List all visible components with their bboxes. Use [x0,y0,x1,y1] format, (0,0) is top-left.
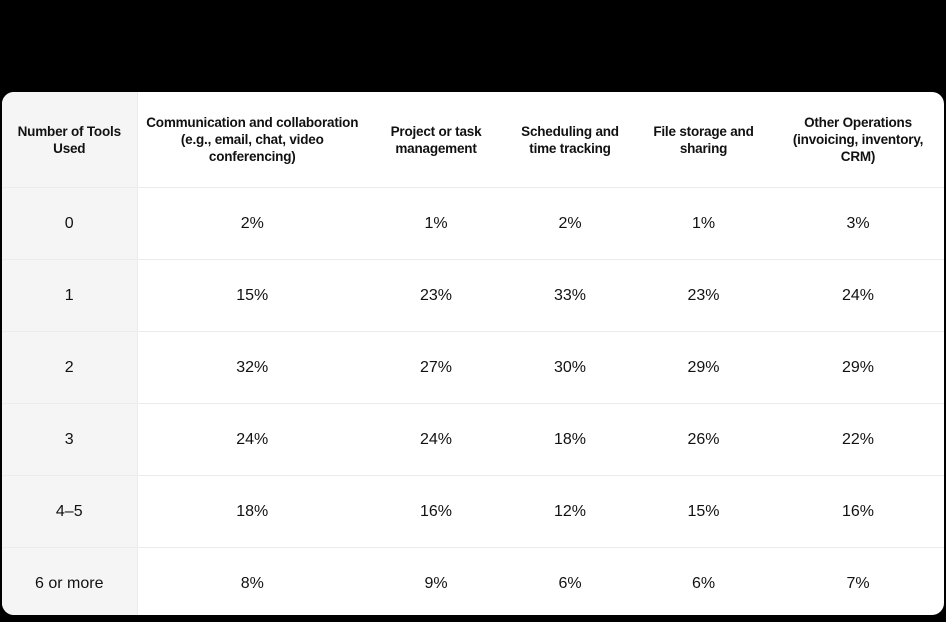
table-cell: 27% [367,331,505,404]
row-label: 0 [2,187,138,260]
table-cell: 33% [505,259,635,332]
header-file-storage: File storage and sharing [635,92,772,188]
table-cell: 1% [367,187,505,260]
table-cell: 24% [367,403,505,476]
table-row: 4–5 18% 16% 12% 15% 16% [2,475,944,548]
header-project-management: Project or task management [367,92,505,188]
header-number-of-tools: Number of Tools Used [2,92,138,188]
table-cell: 2% [505,187,635,260]
table-cell: 6% [691,574,716,592]
table-cell: 15% [635,475,772,548]
table-cell: 23% [367,259,505,332]
table-cell: 8% [240,574,264,592]
table-cell: 15% [137,259,367,332]
table-cell: 26% [635,403,772,476]
table-cell: 6% [558,574,582,592]
table-cell: 18% [505,403,635,476]
row-label: 4–5 [2,475,138,548]
table-cell: 24% [772,259,944,332]
table-cell: 18% [137,475,367,548]
table-row: 0 2% 1% 2% 1% 3% [2,187,944,260]
table-cell: 23% [635,259,772,332]
row-label: 3 [2,403,138,476]
header-scheduling: Scheduling and time tracking [505,92,635,188]
table-cell: 24% [137,403,367,476]
table-header-row: Number of Tools Used Communication and c… [2,92,944,188]
table-row: 3 24% 24% 18% 26% 22% [2,403,944,476]
row-label: 2 [2,331,138,404]
table-cell: 2% [137,187,367,260]
row-label: 6 or more [2,547,138,615]
tools-usage-table: Number of Tools Used Communication and c… [2,92,944,615]
table-cell: 32% [137,331,367,404]
table-cell: 3% [772,187,944,260]
table-row: 6 or more 8% 9% 6% 6% 7% [2,547,944,615]
header-other-operations: Other Operations (invoicing, inventory, … [772,92,944,188]
table-cell: 12% [505,475,635,548]
table-cell: 22% [772,403,944,476]
table-cell: 16% [367,475,505,548]
table-cell: 9% [424,574,448,592]
table-cell: 7% [846,574,870,592]
table-row: 2 32% 27% 30% 29% 29% [2,331,944,404]
tools-usage-table-card: Number of Tools Used Communication and c… [2,92,944,615]
row-label: 1 [2,259,138,332]
table-cell: 29% [772,331,944,404]
table-cell: 29% [635,331,772,404]
header-communication: Communication and collaboration (e.g., e… [137,92,367,188]
table-cell: 16% [772,475,944,548]
table-row: 1 15% 23% 33% 23% 24% [2,259,944,332]
table-cell: 30% [505,331,635,404]
table-cell: 1% [635,187,772,260]
